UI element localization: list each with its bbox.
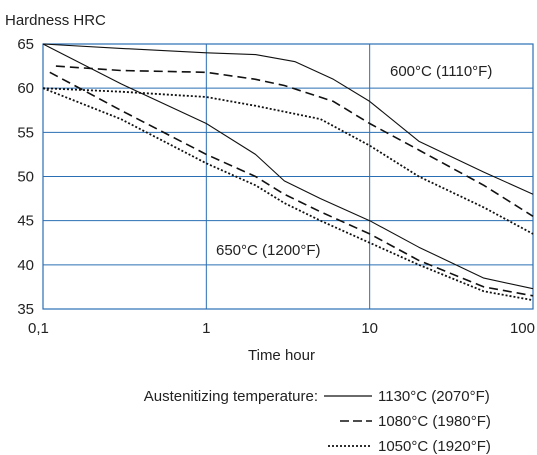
x-tick-label: 0,1 — [28, 320, 49, 337]
series-line-solid-600c — [42, 43, 534, 195]
y-tick-label: 50 — [17, 169, 34, 186]
annotation-600c: 600°C (1110°F) — [390, 63, 492, 80]
x-tick-label: 10 — [361, 320, 378, 337]
annotation-650c: 650°C (1200°F) — [216, 242, 321, 259]
x-tick-label: 1 — [202, 320, 210, 337]
legend-label-1050c: 1050°C (1920°F) — [378, 438, 491, 455]
legend-label-1080c: 1080°C (1980°F) — [378, 413, 491, 430]
y-tick-label: 40 — [17, 257, 34, 274]
series-layer — [42, 43, 534, 302]
y-tick-label: 45 — [17, 213, 34, 230]
grid — [42, 43, 534, 310]
y-tick-label: 55 — [17, 124, 34, 141]
x-axis-label: Time hour — [248, 347, 315, 364]
y-tick-label: 60 — [17, 80, 34, 97]
series-line-dotted-600c — [42, 87, 534, 235]
legend: Austenitizing temperature: 1130°C (2070°… — [144, 388, 491, 455]
y-tick-label: 35 — [17, 301, 34, 318]
legend-label-1130c: 1130°C (2070°F) — [378, 388, 490, 405]
tick-labels: 35 40 45 50 55 60 65 0,1 1 10 100 — [17, 36, 535, 337]
series-line-dotted-650c — [42, 87, 534, 302]
legend-title: Austenitizing temperature: — [144, 388, 318, 405]
y-axis-label: Hardness HRC — [5, 12, 106, 29]
plot-frame — [42, 43, 534, 310]
x-tick-label: 100 — [510, 320, 535, 337]
series-line-solid-650c — [42, 43, 534, 290]
series-line-dashed-650c — [49, 71, 534, 297]
y-tick-label: 65 — [17, 36, 34, 53]
series-line-dashed-600c — [55, 65, 534, 217]
